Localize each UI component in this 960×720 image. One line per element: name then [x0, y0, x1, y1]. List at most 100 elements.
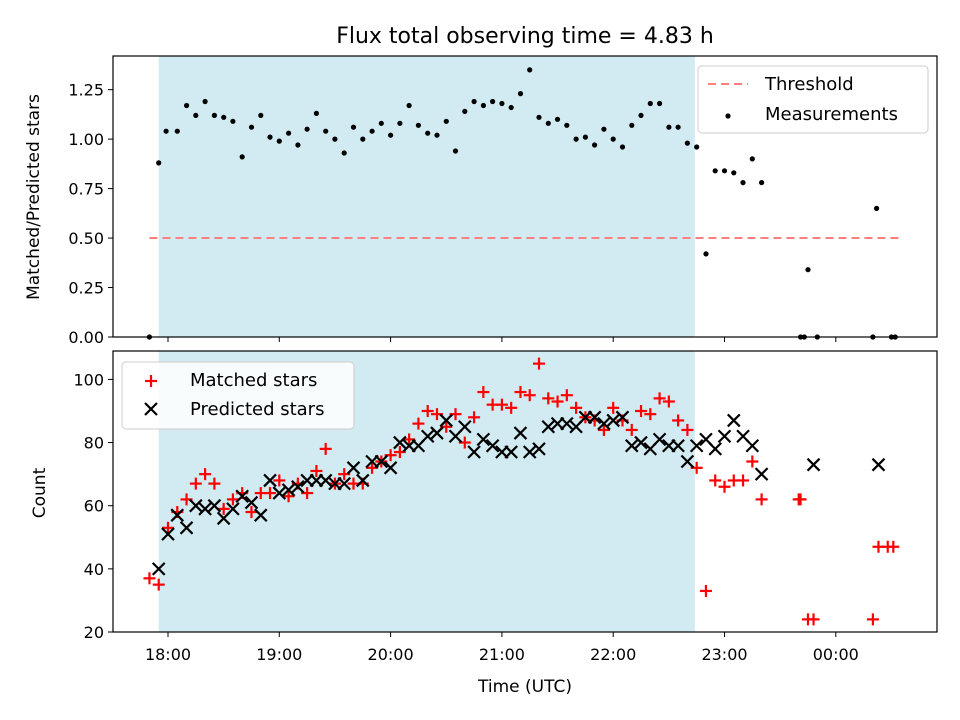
measurement-point: [545, 120, 551, 126]
matched-star-point: [199, 468, 212, 481]
measurement-point: [193, 112, 199, 118]
predicted-star-point: [671, 438, 685, 453]
predicted-star-point: [806, 457, 821, 472]
predicted-star-point: [346, 461, 361, 475]
measurement-point: [657, 100, 663, 107]
bottom-xtick-label: 22:00: [590, 645, 636, 664]
measurement-point: [731, 170, 737, 176]
predicted-star-point: [532, 442, 546, 456]
measurement-point: [360, 136, 366, 142]
bottom-xtick-label: 00:00: [813, 645, 859, 664]
measurement-point: [629, 122, 635, 128]
measurement-point: [712, 168, 718, 174]
matched-star-point: [468, 411, 481, 424]
predicted-star-point: [179, 521, 194, 535]
measurement-point: [666, 124, 672, 130]
measurement-point: [759, 180, 765, 186]
matched-star-point: [533, 357, 545, 370]
predicted-star-point: [476, 432, 491, 447]
predicted-star-point: [253, 508, 268, 522]
predicted-star-point: [458, 419, 472, 434]
measurement-point: [341, 150, 347, 156]
predicted-star-point: [606, 413, 620, 428]
top-ytick-label: 0.25: [68, 279, 104, 298]
measurement-point: [276, 138, 282, 144]
top-shaded-interval: [158, 56, 695, 337]
matched-star-point: [217, 502, 230, 515]
predicted-star-point: [337, 476, 352, 491]
predicted-star-point: [745, 438, 760, 453]
predicted-star-point: [281, 483, 296, 497]
predicted-star-point: [467, 445, 481, 459]
matched-star-point: [699, 584, 712, 597]
bottom-xtick-label: 21:00: [479, 645, 525, 664]
top-legend: Threshold Measurements: [697, 65, 929, 134]
measurement-point: [508, 104, 514, 111]
measurement-point: [684, 140, 691, 146]
matched-star-point: [551, 395, 564, 408]
matched-star-point: [794, 493, 807, 506]
matched-star-point: [662, 395, 675, 408]
predicted-star-point: [291, 479, 305, 494]
bottom-ytick-label: 40: [84, 560, 104, 579]
predicted-star-point: [383, 461, 398, 475]
matched-star-point: [887, 540, 900, 553]
matched-star-point: [560, 389, 573, 402]
top-ytick-label: 0.50: [68, 229, 104, 248]
predicted-star-point: [689, 438, 704, 453]
measurement-point: [406, 102, 412, 109]
matched-star-point: [282, 490, 295, 503]
matched-star-point: [807, 613, 820, 626]
bottom-ytick-label: 20: [84, 623, 104, 642]
top-legend-box: [697, 65, 929, 134]
measurement-point: [174, 128, 180, 134]
measurement-point: [378, 120, 384, 126]
measurement-point: [703, 251, 709, 257]
matched-star-point: [755, 493, 768, 506]
measurement-point: [425, 130, 431, 136]
predicted-star-point: [754, 467, 769, 481]
legend-measurements-label: Measurements: [765, 104, 898, 125]
predicted-star-point: [597, 416, 611, 431]
matched-star-point: [653, 392, 666, 405]
measurement-point: [267, 134, 273, 140]
measurement-point: [592, 142, 598, 148]
measurement-point: [694, 144, 700, 150]
measurement-point: [749, 156, 755, 162]
top-ytick-label: 1.25: [68, 81, 104, 100]
predicted-star-point: [374, 454, 389, 469]
predicted-star-point: [615, 410, 630, 425]
measurement-point: [874, 205, 880, 211]
predicted-star-point: [871, 457, 886, 472]
bottom-ytick-label: 60: [84, 497, 104, 516]
predicted-star-point: [560, 416, 574, 431]
measurement-point: [499, 100, 505, 107]
measurement-point: [163, 128, 169, 134]
measurement-point: [286, 130, 292, 136]
measurement-point: [601, 126, 607, 132]
measurement-point: [471, 98, 477, 105]
matched-star-point: [866, 613, 879, 626]
measurement-point: [248, 124, 255, 130]
matched-star-point: [226, 493, 239, 506]
matched-star-point: [189, 477, 202, 490]
measurement-point: [721, 168, 728, 174]
bottom-legend: Matched stars Predicted stars: [121, 361, 355, 430]
matched-star-point: [495, 398, 508, 411]
matched-star-point: [709, 474, 722, 487]
measurement-point: [184, 102, 190, 109]
matched-star-point: [319, 442, 332, 455]
top-plot-frame: [112, 55, 938, 338]
predicted-star-point: [652, 432, 667, 447]
measurement-point: [258, 112, 264, 118]
measurement-point: [517, 91, 524, 97]
matched-star-point: [746, 455, 759, 468]
measurement-point: [527, 67, 533, 73]
measurement-point: [230, 118, 236, 124]
predicted-star-point: [161, 527, 175, 541]
bottom-ytick-label: 80: [84, 434, 104, 453]
measurement-point: [304, 126, 310, 132]
measurement-point: [573, 136, 579, 142]
legend-threshold-label: Threshold: [764, 74, 854, 95]
legend-predicted-label: Predicted stars: [190, 399, 324, 420]
